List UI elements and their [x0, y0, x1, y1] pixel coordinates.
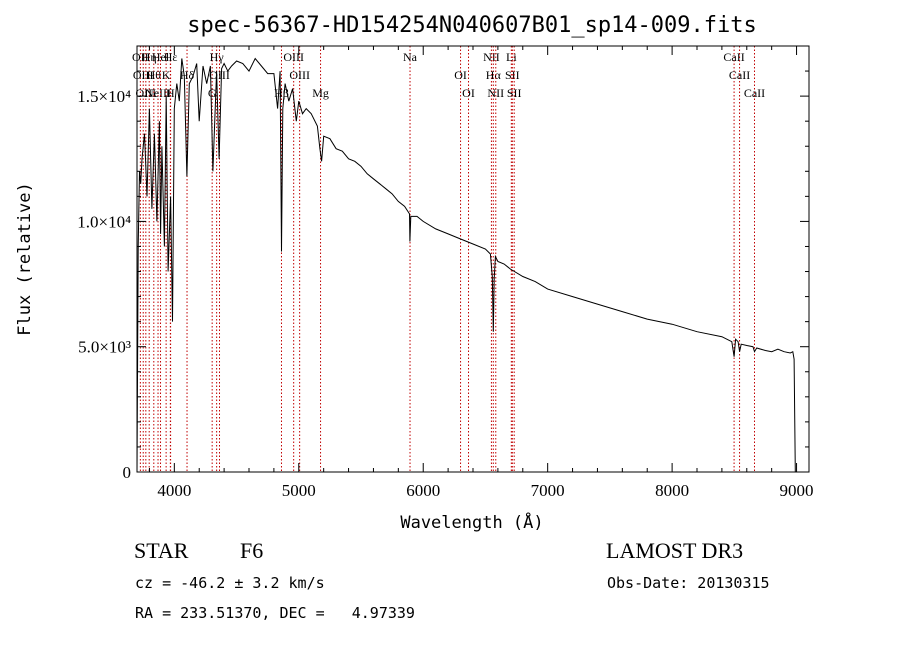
- redshift-velocity: cz = -46.2 ± 3.2 km/s: [135, 574, 325, 592]
- line-marker-label: OI: [454, 68, 467, 82]
- line-marker-label: SII: [505, 68, 520, 82]
- axis-ticks: 4000 5000 6000 7000 8000 9000 0 5.0×10³ 1.0×10⁴ 1…: [77, 46, 814, 500]
- observation-date: Obs-Date: 20130315: [607, 574, 770, 592]
- y-axis-label: Flux (relative): [15, 182, 35, 336]
- line-markers: OIIOIIIOIIIHηHθNeIIIHelKHHεHδGHγOIIIHβOI…: [132, 46, 765, 472]
- line-marker-label: Na: [403, 50, 418, 64]
- line-marker-label: OIII: [209, 68, 230, 82]
- line-marker-label: CaII: [729, 68, 750, 82]
- line-marker-label: OIII: [283, 50, 304, 64]
- line-marker-label: Hδ: [180, 68, 195, 82]
- spectrum-chart: spec-56367-HD154254N040607B01_sp14-009.f…: [15, 13, 814, 533]
- y-tick-label: 1.0×10⁴: [77, 212, 131, 231]
- y-tick-label: 1.5×10⁴: [77, 87, 131, 106]
- x-tick-label: 5000: [282, 481, 316, 500]
- line-marker-label: Hel: [152, 50, 170, 64]
- line-marker-label: Hε: [164, 50, 178, 64]
- object-class: STAR: [134, 538, 189, 563]
- line-marker-label: Hθ: [147, 68, 162, 82]
- line-marker-label: Hβ: [274, 86, 289, 100]
- line-marker-label: K: [162, 68, 171, 82]
- line-marker-label: OII: [132, 50, 149, 64]
- line-marker-label: CaII: [744, 86, 765, 100]
- x-tick-label: 8000: [655, 481, 689, 500]
- x-tick-label: 9000: [780, 481, 814, 500]
- line-marker-label: Li: [506, 50, 517, 64]
- line-marker-label: OIII: [289, 68, 310, 82]
- line-marker-label: G: [208, 86, 217, 100]
- line-marker-label: OI: [462, 86, 475, 100]
- line-marker-label: Hη: [142, 50, 157, 64]
- line-marker-label: SII: [507, 86, 522, 100]
- x-axis-label: Wavelength (Å): [400, 511, 543, 533]
- spectrum-line: [136, 57, 796, 473]
- object-subclass: F6: [240, 538, 264, 563]
- line-marker-label: Mg: [312, 86, 329, 100]
- x-tick-label: 7000: [531, 481, 565, 500]
- y-tick-label: 5.0×10³: [78, 338, 131, 357]
- chart-title: spec-56367-HD154254N040607B01_sp14-009.f…: [187, 13, 757, 38]
- plot-frame: [136, 45, 810, 473]
- line-marker-label: NII: [487, 86, 504, 100]
- line-marker-label: NeIII: [145, 86, 171, 100]
- x-tick-label: 4000: [157, 481, 191, 500]
- sky-coordinates: RA = 233.51370, DEC = 4.97339: [135, 604, 415, 622]
- survey-name: LAMOST DR3: [606, 538, 744, 563]
- line-marker-label: Hα: [486, 68, 502, 82]
- line-marker-label: Hγ: [210, 50, 225, 64]
- line-marker-label: NII: [483, 50, 500, 64]
- x-tick-label: 6000: [406, 481, 440, 500]
- line-marker-label: CaII: [723, 50, 744, 64]
- y-tick-label: 0: [123, 463, 132, 482]
